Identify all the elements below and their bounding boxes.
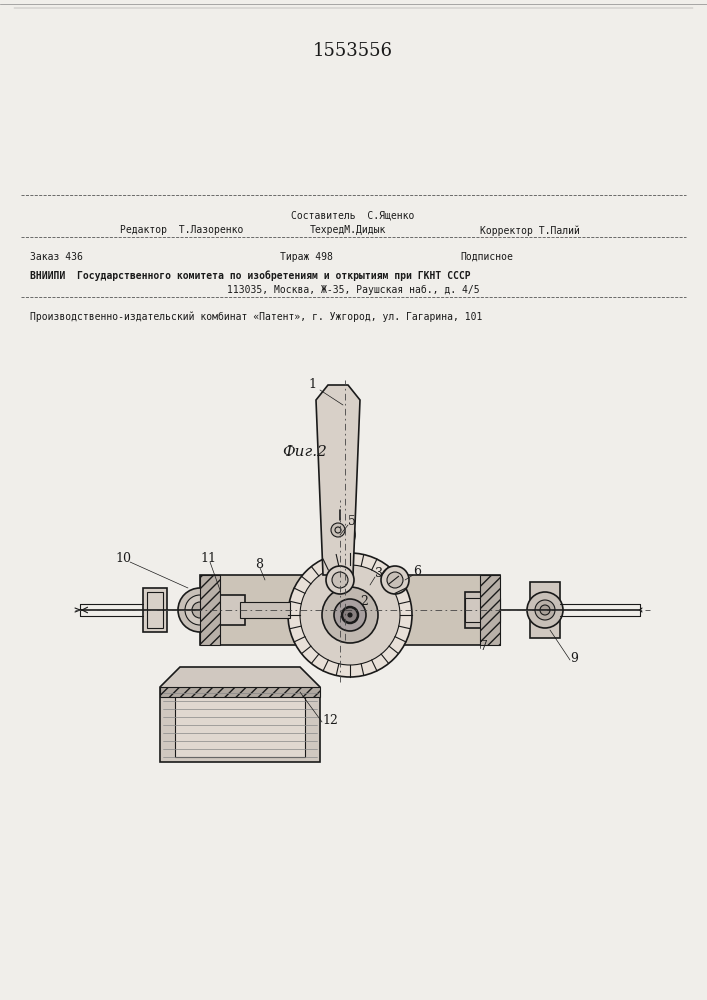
Circle shape <box>325 520 355 550</box>
Circle shape <box>387 572 403 588</box>
Bar <box>143 588 167 632</box>
Circle shape <box>540 605 550 615</box>
Circle shape <box>535 600 555 620</box>
Circle shape <box>337 532 343 538</box>
Circle shape <box>185 595 215 625</box>
Text: 5: 5 <box>348 515 356 528</box>
Bar <box>160 687 320 697</box>
Text: Составитель  С.Ященко: Составитель С.Ященко <box>291 210 415 220</box>
Bar <box>530 582 560 638</box>
Text: 11: 11 <box>200 552 216 565</box>
Circle shape <box>342 607 358 623</box>
Bar <box>480 575 500 645</box>
Text: 1553556: 1553556 <box>313 42 393 60</box>
Text: ТехредМ.Дидык: ТехредМ.Дидык <box>310 225 386 235</box>
Bar <box>215 595 245 625</box>
Circle shape <box>300 565 400 665</box>
Text: Тираж 498: Тираж 498 <box>280 252 333 262</box>
Text: Подписное: Подписное <box>460 252 513 262</box>
Text: 113035, Москва, Ж-35, Раушская наб., д. 4/5: 113035, Москва, Ж-35, Раушская наб., д. … <box>227 285 479 295</box>
Circle shape <box>334 599 366 631</box>
Circle shape <box>192 602 208 618</box>
Bar <box>175 692 305 757</box>
Text: 12: 12 <box>322 714 338 727</box>
Bar <box>200 575 220 645</box>
Circle shape <box>527 592 563 628</box>
Text: ВНИИПИ  Государственного комитета по изобретениям и открытиям при ГКНТ СССР: ВНИИПИ Государственного комитета по изоб… <box>30 270 471 281</box>
Circle shape <box>331 523 345 537</box>
Polygon shape <box>316 385 360 575</box>
Text: Корректор Т.Палий: Корректор Т.Палий <box>480 225 580 235</box>
Circle shape <box>332 527 348 543</box>
Text: Редактор  Т.Лазоренко: Редактор Т.Лазоренко <box>120 225 243 235</box>
Bar <box>465 598 500 622</box>
Polygon shape <box>160 667 320 762</box>
Text: 7: 7 <box>480 640 488 653</box>
Text: Производственно-издательский комбинат «Патент», г. Ужгород, ул. Гагарина, 101: Производственно-издательский комбинат «П… <box>30 312 482 322</box>
Text: 6: 6 <box>413 565 421 578</box>
Circle shape <box>332 572 348 588</box>
Text: 3: 3 <box>375 567 383 580</box>
Circle shape <box>288 553 412 677</box>
Bar <box>147 592 163 628</box>
Bar <box>240 602 290 618</box>
Circle shape <box>322 587 378 643</box>
Text: 1: 1 <box>308 378 316 391</box>
Text: Заказ 436: Заказ 436 <box>30 252 83 262</box>
Bar <box>465 592 500 628</box>
Text: 9: 9 <box>570 652 578 665</box>
Bar <box>200 575 500 645</box>
Circle shape <box>178 588 222 632</box>
Circle shape <box>326 566 354 594</box>
Text: Фиг.2: Фиг.2 <box>283 445 327 459</box>
Text: 2: 2 <box>360 595 368 608</box>
Text: 10: 10 <box>115 552 131 565</box>
Text: 8: 8 <box>255 558 263 571</box>
Circle shape <box>381 566 409 594</box>
Circle shape <box>348 613 352 617</box>
